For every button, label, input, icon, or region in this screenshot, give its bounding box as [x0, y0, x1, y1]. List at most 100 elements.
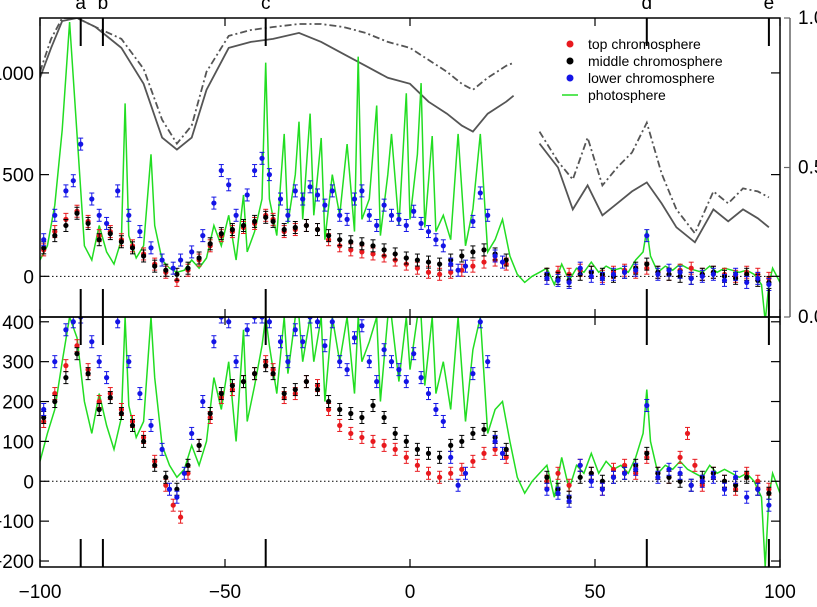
top-panel-middle-point-19: [252, 214, 258, 228]
top-panel-lower-dot-3: [70, 178, 76, 184]
top-panel-middle-point-24: [303, 218, 309, 232]
top-panel-lower-dot-5: [89, 196, 95, 202]
bottom-panel-middle-point-52: [644, 446, 650, 460]
bottom-panel-lower-dot-49: [448, 454, 454, 460]
top-panel-lower-point-27: [292, 184, 298, 198]
top-panel-middle-dot-19: [252, 218, 258, 225]
top-panel-lower-dot-71: [710, 271, 717, 277]
bottom-panel-ytick-label-1: −100: [0, 512, 34, 533]
bottom-panel-lower-point-32: [322, 339, 328, 353]
bottom-panel-lower-point-56: [499, 446, 506, 460]
top-panel-lower-dot-9: [126, 212, 132, 218]
legend-swatch-middle: [566, 57, 574, 65]
top-panel-lower-point-32: [329, 184, 335, 198]
top-panel-middle-dot-15: [207, 241, 213, 247]
top-panel-right-tick-label-0: 0.0: [798, 307, 817, 328]
bottom-panel-lower-point-53: [477, 317, 483, 329]
bottom-panel-lower-dot-2: [63, 327, 69, 333]
bottom-panel-top-dot-13: [178, 514, 184, 520]
top-panel-top-dot-56: [688, 265, 694, 271]
bottom-panel-lower-dot-47: [433, 406, 439, 413]
top-panel-lower-point-43: [411, 204, 417, 218]
bottom-panel-lower-point-72: [710, 470, 717, 484]
top-panel-lower-dot-75: [755, 275, 761, 281]
top-panel-top-dot-28: [348, 247, 354, 253]
bottom-panel-lower-dot-39: [374, 378, 380, 385]
bottom-panel-lower-dot-50: [455, 482, 461, 488]
bottom-panel-lower-point-71: [699, 474, 705, 488]
bottom-panel-lower-dot-57: [544, 486, 550, 492]
bottom-panel-top-dot-2: [63, 363, 69, 369]
top-panel-middle-dot-28: [348, 239, 354, 245]
bottom-panel-lower-dot-11: [148, 422, 154, 429]
top-panel-middle-point-13: [185, 261, 191, 275]
top-panel-middle-point-20: [263, 210, 269, 224]
bottom-panel-lower-point-64: [622, 466, 628, 480]
top-panel-lower-point-62: [610, 267, 617, 281]
bottom-panel-middle-dot-24: [303, 378, 309, 385]
bottom-panel-top-point-33: [392, 442, 398, 456]
top-panel-lower-point-60: [588, 269, 594, 283]
bottom-panel-lower-dot-52: [470, 371, 476, 377]
top-panel-lower-point-76: [766, 277, 772, 291]
top-panel-lower-point-3: [70, 174, 76, 188]
bottom-panel-lower-dot-28: [292, 327, 298, 333]
top-panel-lower-point-12: [159, 253, 165, 267]
top-panel-lower-point-69: [688, 271, 694, 285]
top-panel-lower-dot-32: [329, 188, 335, 194]
top-panel-middle-point-9: [141, 249, 147, 263]
marker-label-d: d: [642, 0, 653, 14]
bottom-panel-middle-point-17: [229, 379, 235, 393]
top-panel-lower-point-64: [633, 263, 639, 277]
bottom-panel-lower-dot-66: [644, 402, 650, 409]
bottom-panel-middle-point-22: [281, 387, 287, 401]
top-panel-lower-point-57: [555, 273, 561, 287]
top-panel-lower-point-26: [285, 208, 291, 222]
top-panel-lower-dot-18: [218, 167, 224, 174]
bottom-panel-lower-dot-31: [314, 319, 321, 325]
top-panel-lower-dot-34: [344, 216, 350, 222]
bottom-panel-lower-dot-60: [577, 462, 583, 468]
curves-layer: [40, 18, 780, 567]
bottom-panel-lower-dot-64: [622, 470, 628, 476]
top-panel-middle-dot-38: [459, 253, 465, 259]
top-panel-top-dot-37: [448, 269, 454, 275]
bottom-panel-top-dot-42: [492, 446, 498, 452]
bottom-panel-middle-dot-10: [152, 462, 158, 468]
bottom-panel-lower-dot-8: [115, 319, 121, 325]
top-panel-middle-dot-36: [437, 261, 443, 267]
top-panel-middle-dot-21: [270, 218, 276, 225]
top-panel-lower-point-39: [381, 198, 387, 212]
bottom-panel-lower-dot-14: [174, 494, 180, 500]
bottom-panel-lower-dot-55: [492, 438, 498, 445]
bottom-panel-lower-point-67: [655, 470, 661, 484]
bottom-panel-middle-point-19: [252, 367, 258, 381]
bottom-panel-lower-dot-17: [200, 398, 206, 405]
top-panel-lower-dot-23: [259, 155, 265, 161]
bottom-panel-lower-point-60: [577, 458, 583, 472]
top-panel-middle-point-52: [644, 257, 650, 271]
bottom-panel-middle-point-24: [303, 375, 309, 389]
bottom-panel-middle-dot-19: [252, 371, 258, 377]
top-panel-middle-dot-4: [85, 220, 91, 227]
bottom-panel-top-point-41: [481, 446, 487, 460]
bottom-panel-middle-dot-16: [218, 390, 224, 397]
bottom-panel-lower-point-46: [425, 387, 432, 401]
bottom-panel-top-point-58: [692, 458, 698, 472]
bottom-panel-middle-dot-7: [118, 410, 124, 417]
bottom-panel-lower-dot-29: [300, 339, 306, 345]
top-panel-middle-point-35: [425, 255, 432, 269]
top-panel-lower-dot-42: [403, 222, 409, 229]
bottom-panel-top-point-28: [337, 418, 343, 432]
bottom-panel-top-point-31: [370, 434, 376, 448]
top-panel-middle-dot-7: [118, 239, 124, 245]
top-panel-middle-point-21: [270, 214, 276, 228]
bottom-panel-lower-point-77: [766, 498, 772, 512]
top-panel-ytick-label-0: 0: [23, 267, 34, 288]
top-panel-middle-point-15: [207, 237, 213, 251]
bottom-panel-top-dot-41: [481, 450, 487, 456]
bottom-panel-top-dot-3: [74, 343, 80, 349]
top-panel-lower-point-44: [418, 216, 424, 230]
bottom-panel-lower-point-14: [174, 490, 180, 504]
bottom-panel-lower-point-15: [181, 466, 187, 480]
